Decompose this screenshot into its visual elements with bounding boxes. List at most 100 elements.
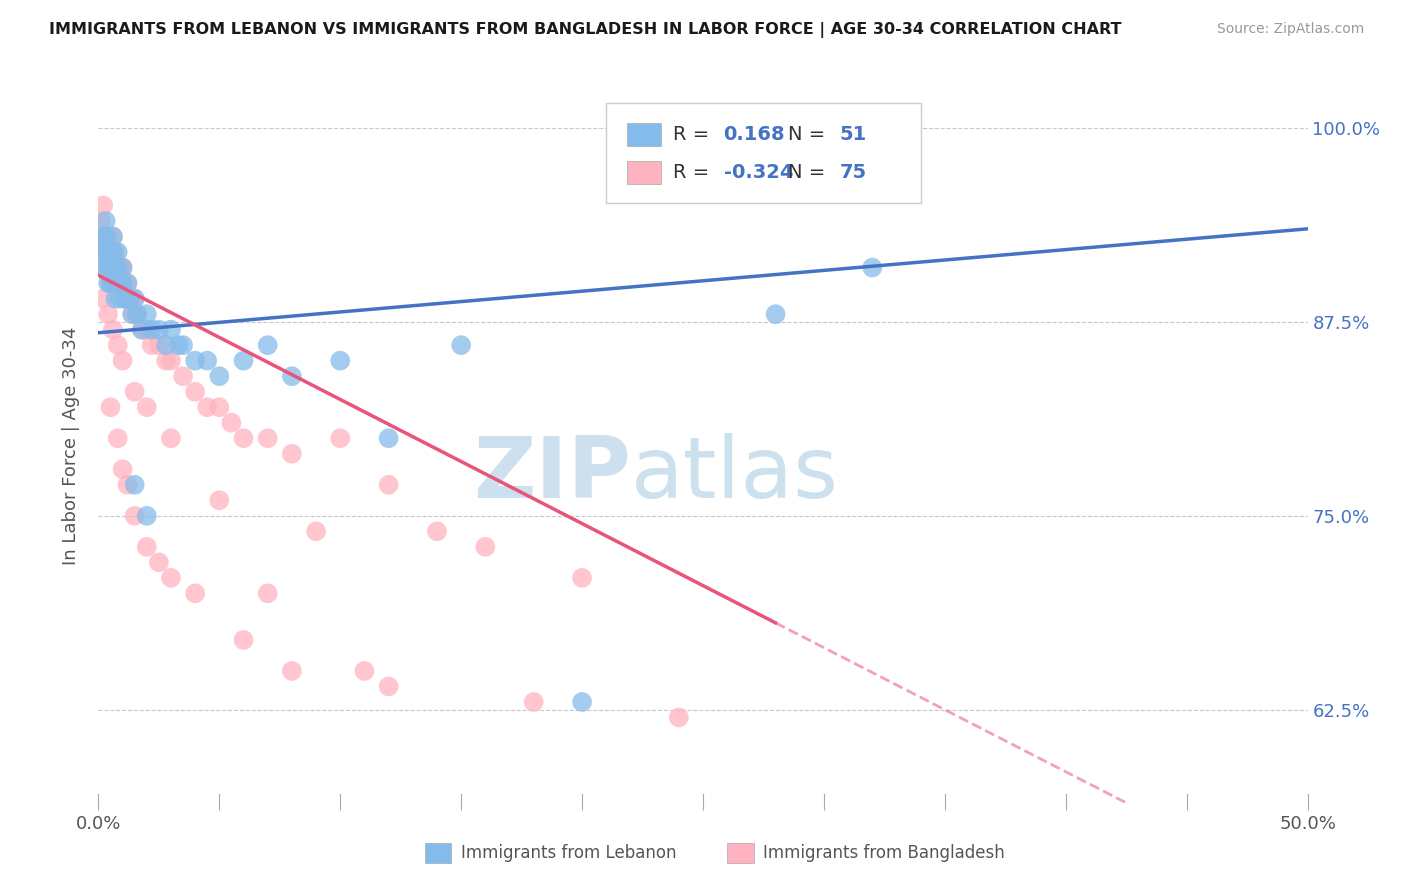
Point — [101, 229, 124, 244]
Point — [135, 307, 157, 321]
Text: Immigrants from Lebanon: Immigrants from Lebanon — [461, 844, 676, 862]
Point — [305, 524, 328, 539]
Point — [124, 292, 146, 306]
Point — [256, 586, 278, 600]
Point — [148, 323, 170, 337]
Point — [111, 353, 134, 368]
Point — [91, 245, 114, 260]
Point — [91, 229, 114, 244]
Point — [127, 307, 149, 321]
Point — [91, 260, 114, 275]
Point — [208, 369, 231, 384]
Point — [104, 276, 127, 290]
Point — [121, 307, 143, 321]
Point — [148, 338, 170, 352]
Text: R =: R = — [673, 125, 716, 144]
Point — [184, 353, 207, 368]
Point — [94, 229, 117, 244]
Point — [111, 276, 134, 290]
Y-axis label: In Labor Force | Age 30-34: In Labor Force | Age 30-34 — [62, 326, 80, 566]
Point — [90, 229, 112, 244]
Point — [172, 369, 194, 384]
Point — [91, 198, 114, 212]
Point — [329, 431, 352, 445]
Point — [100, 276, 122, 290]
Point — [100, 260, 122, 275]
Point — [94, 245, 117, 260]
Point — [97, 307, 120, 321]
Point — [101, 260, 124, 275]
Point — [108, 276, 131, 290]
Point — [111, 462, 134, 476]
Point — [114, 292, 136, 306]
Point — [121, 307, 143, 321]
Point — [104, 245, 127, 260]
Point — [97, 229, 120, 244]
Bar — [727, 844, 754, 863]
Point — [195, 401, 218, 415]
Point — [117, 477, 139, 491]
Point — [172, 338, 194, 352]
Point — [101, 229, 124, 244]
Text: Immigrants from Bangladesh: Immigrants from Bangladesh — [763, 844, 1005, 862]
Point — [94, 229, 117, 244]
Point — [104, 260, 127, 275]
FancyBboxPatch shape — [606, 103, 921, 203]
Point — [100, 245, 122, 260]
Text: IMMIGRANTS FROM LEBANON VS IMMIGRANTS FROM BANGLADESH IN LABOR FORCE | AGE 30-34: IMMIGRANTS FROM LEBANON VS IMMIGRANTS FR… — [49, 22, 1122, 38]
Point — [426, 524, 449, 539]
Point — [160, 571, 183, 585]
Point — [107, 431, 129, 445]
Point — [281, 664, 304, 678]
Point — [765, 307, 787, 321]
Text: N =: N = — [787, 163, 831, 182]
Point — [523, 695, 546, 709]
Text: 0.168: 0.168 — [724, 125, 785, 144]
Point — [107, 260, 129, 275]
Point — [232, 431, 254, 445]
Point — [571, 695, 593, 709]
Point — [256, 431, 278, 445]
Point — [94, 260, 117, 275]
Text: atlas: atlas — [630, 433, 838, 516]
Point — [111, 260, 134, 275]
Point — [668, 710, 690, 724]
Point — [131, 323, 153, 337]
Point — [208, 401, 231, 415]
Point — [108, 276, 131, 290]
Point — [114, 292, 136, 306]
Point — [104, 292, 127, 306]
Text: R =: R = — [673, 163, 716, 182]
Point — [184, 384, 207, 399]
Point — [474, 540, 496, 554]
Point — [118, 292, 141, 306]
Point — [141, 338, 163, 352]
Point — [107, 338, 129, 352]
Point — [94, 245, 117, 260]
Point — [91, 292, 114, 306]
Point — [101, 260, 124, 275]
Point — [90, 214, 112, 228]
Point — [118, 292, 141, 306]
Bar — [627, 161, 661, 184]
Bar — [627, 123, 661, 145]
Point — [256, 338, 278, 352]
Point — [377, 431, 399, 445]
Point — [135, 540, 157, 554]
Point — [97, 276, 120, 290]
Point — [353, 664, 375, 678]
Point — [111, 260, 134, 275]
Text: 75: 75 — [839, 163, 866, 182]
Point — [124, 292, 146, 306]
Point — [160, 323, 183, 337]
Point — [155, 338, 177, 352]
Point — [160, 353, 183, 368]
Point — [100, 245, 122, 260]
Point — [104, 260, 127, 275]
Point — [450, 338, 472, 352]
Point — [124, 477, 146, 491]
Point — [208, 493, 231, 508]
Point — [377, 680, 399, 694]
Point — [195, 353, 218, 368]
Point — [167, 338, 190, 352]
